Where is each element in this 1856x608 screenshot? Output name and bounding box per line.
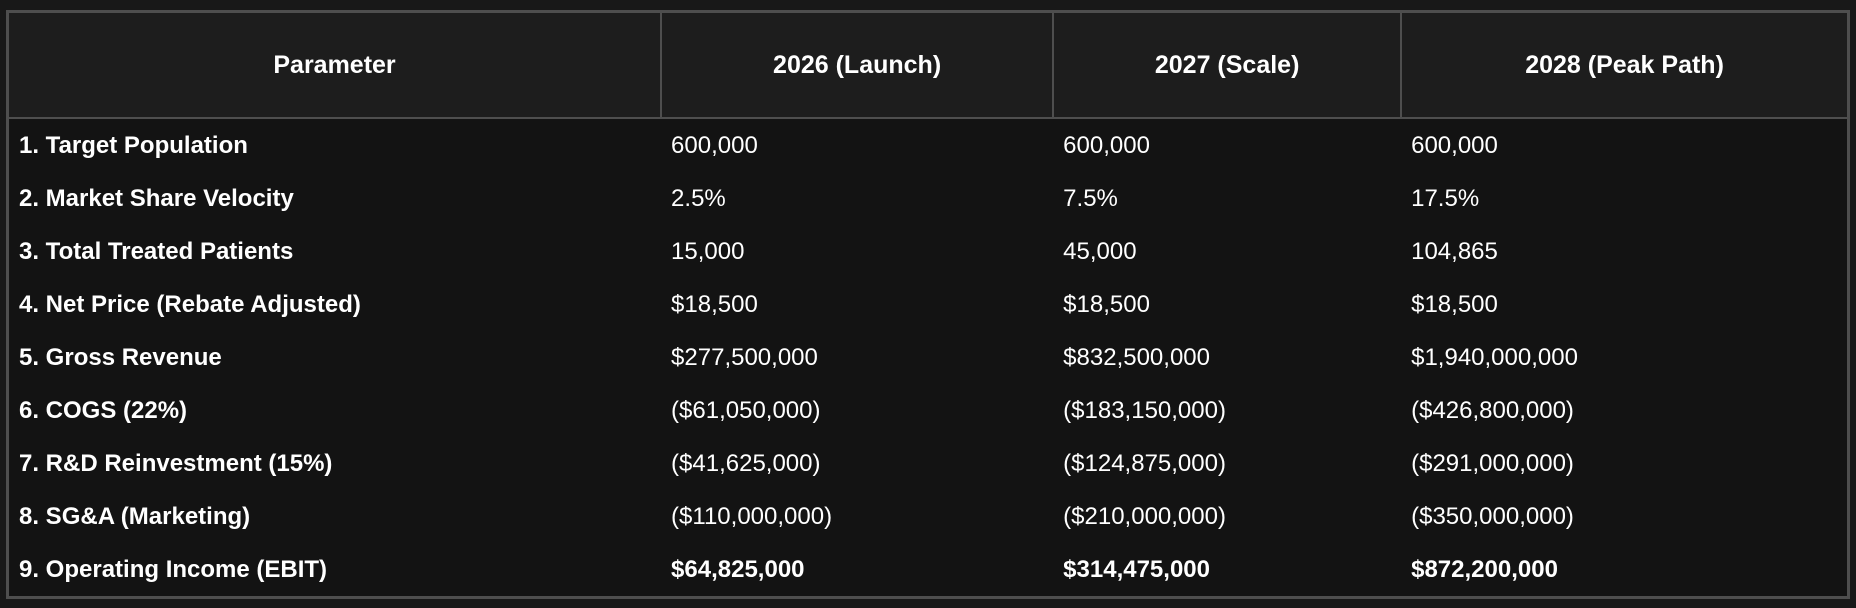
row-label: 9. Operating Income (EBIT)	[7, 543, 662, 598]
value-cell-2028: ($350,000,000)	[1401, 490, 1849, 543]
table-row-market-share-velocity: 2. Market Share Velocity 2.5% 7.5% 17.5%	[7, 172, 1849, 225]
column-header-parameter: Parameter	[6, 10, 663, 119]
value-cell-2027: 7.5%	[1053, 172, 1402, 225]
value-cell-2026: ($41,625,000)	[661, 437, 1054, 490]
row-label: 8. SG&A (Marketing)	[7, 490, 662, 543]
table-row-rd-reinvestment: 7. R&D Reinvestment (15%) ($41,625,000) …	[7, 437, 1849, 490]
value-cell-2027: ($210,000,000)	[1053, 490, 1402, 543]
value-cell-2028: 600,000	[1401, 118, 1849, 172]
row-label: 5. Gross Revenue	[7, 331, 662, 384]
value-cell-2027: $18,500	[1053, 278, 1402, 331]
table-row-total-treated-patients: 3. Total Treated Patients 15,000 45,000 …	[7, 225, 1849, 278]
value-cell-2027: 45,000	[1053, 225, 1402, 278]
table-row-target-population: 1. Target Population 600,000 600,000 600…	[7, 118, 1849, 172]
value-cell-2028: ($426,800,000)	[1401, 384, 1849, 437]
row-label: 2. Market Share Velocity	[7, 172, 662, 225]
value-cell-2028: 17.5%	[1401, 172, 1849, 225]
value-cell-2028: $18,500	[1401, 278, 1849, 331]
table-row-cogs: 6. COGS (22%) ($61,050,000) ($183,150,00…	[7, 384, 1849, 437]
value-cell-2028: ($291,000,000)	[1401, 437, 1849, 490]
value-cell-2026: ($110,000,000)	[661, 490, 1054, 543]
value-cell-2026: ($61,050,000)	[661, 384, 1054, 437]
value-cell-2026: $18,500	[661, 278, 1054, 331]
value-cell-2028: $872,200,000	[1401, 543, 1849, 598]
value-cell-2028: 104,865	[1401, 225, 1849, 278]
value-cell-2027: 600,000	[1053, 118, 1402, 172]
value-cell-2028: $1,940,000,000	[1401, 331, 1849, 384]
value-cell-2026: $64,825,000	[661, 543, 1054, 598]
table-row-operating-income-ebit: 9. Operating Income (EBIT) $64,825,000 $…	[7, 543, 1849, 598]
value-cell-2026: 15,000	[661, 225, 1054, 278]
value-cell-2026: 600,000	[661, 118, 1054, 172]
header-row: Parameter 2026 (Launch) 2027 (Scale) 202…	[6, 10, 1850, 119]
row-label: 3. Total Treated Patients	[7, 225, 662, 278]
column-header-2028-peak-path: 2028 (Peak Path)	[1400, 10, 1850, 119]
table-row-sga-marketing: 8. SG&A (Marketing) ($110,000,000) ($210…	[7, 490, 1849, 543]
value-cell-2027: $832,500,000	[1053, 331, 1402, 384]
value-cell-2027: $314,475,000	[1053, 543, 1402, 598]
value-cell-2026: 2.5%	[661, 172, 1054, 225]
row-label: 1. Target Population	[7, 118, 662, 172]
column-header-2026-launch: 2026 (Launch)	[660, 10, 1055, 119]
row-label: 7. R&D Reinvestment (15%)	[7, 437, 662, 490]
row-label: 4. Net Price (Rebate Adjusted)	[7, 278, 662, 331]
value-cell-2027: ($183,150,000)	[1053, 384, 1402, 437]
column-header-2027-scale: 2027 (Scale)	[1052, 10, 1403, 119]
table-row-gross-revenue: 5. Gross Revenue $277,500,000 $832,500,0…	[7, 331, 1849, 384]
table-row-net-price: 4. Net Price (Rebate Adjusted) $18,500 $…	[7, 278, 1849, 331]
value-cell-2027: ($124,875,000)	[1053, 437, 1402, 490]
value-cell-2026: $277,500,000	[661, 331, 1054, 384]
row-label: 6. COGS (22%)	[7, 384, 662, 437]
financial-projection-table: Parameter 2026 (Launch) 2027 (Scale) 202…	[6, 10, 1850, 599]
